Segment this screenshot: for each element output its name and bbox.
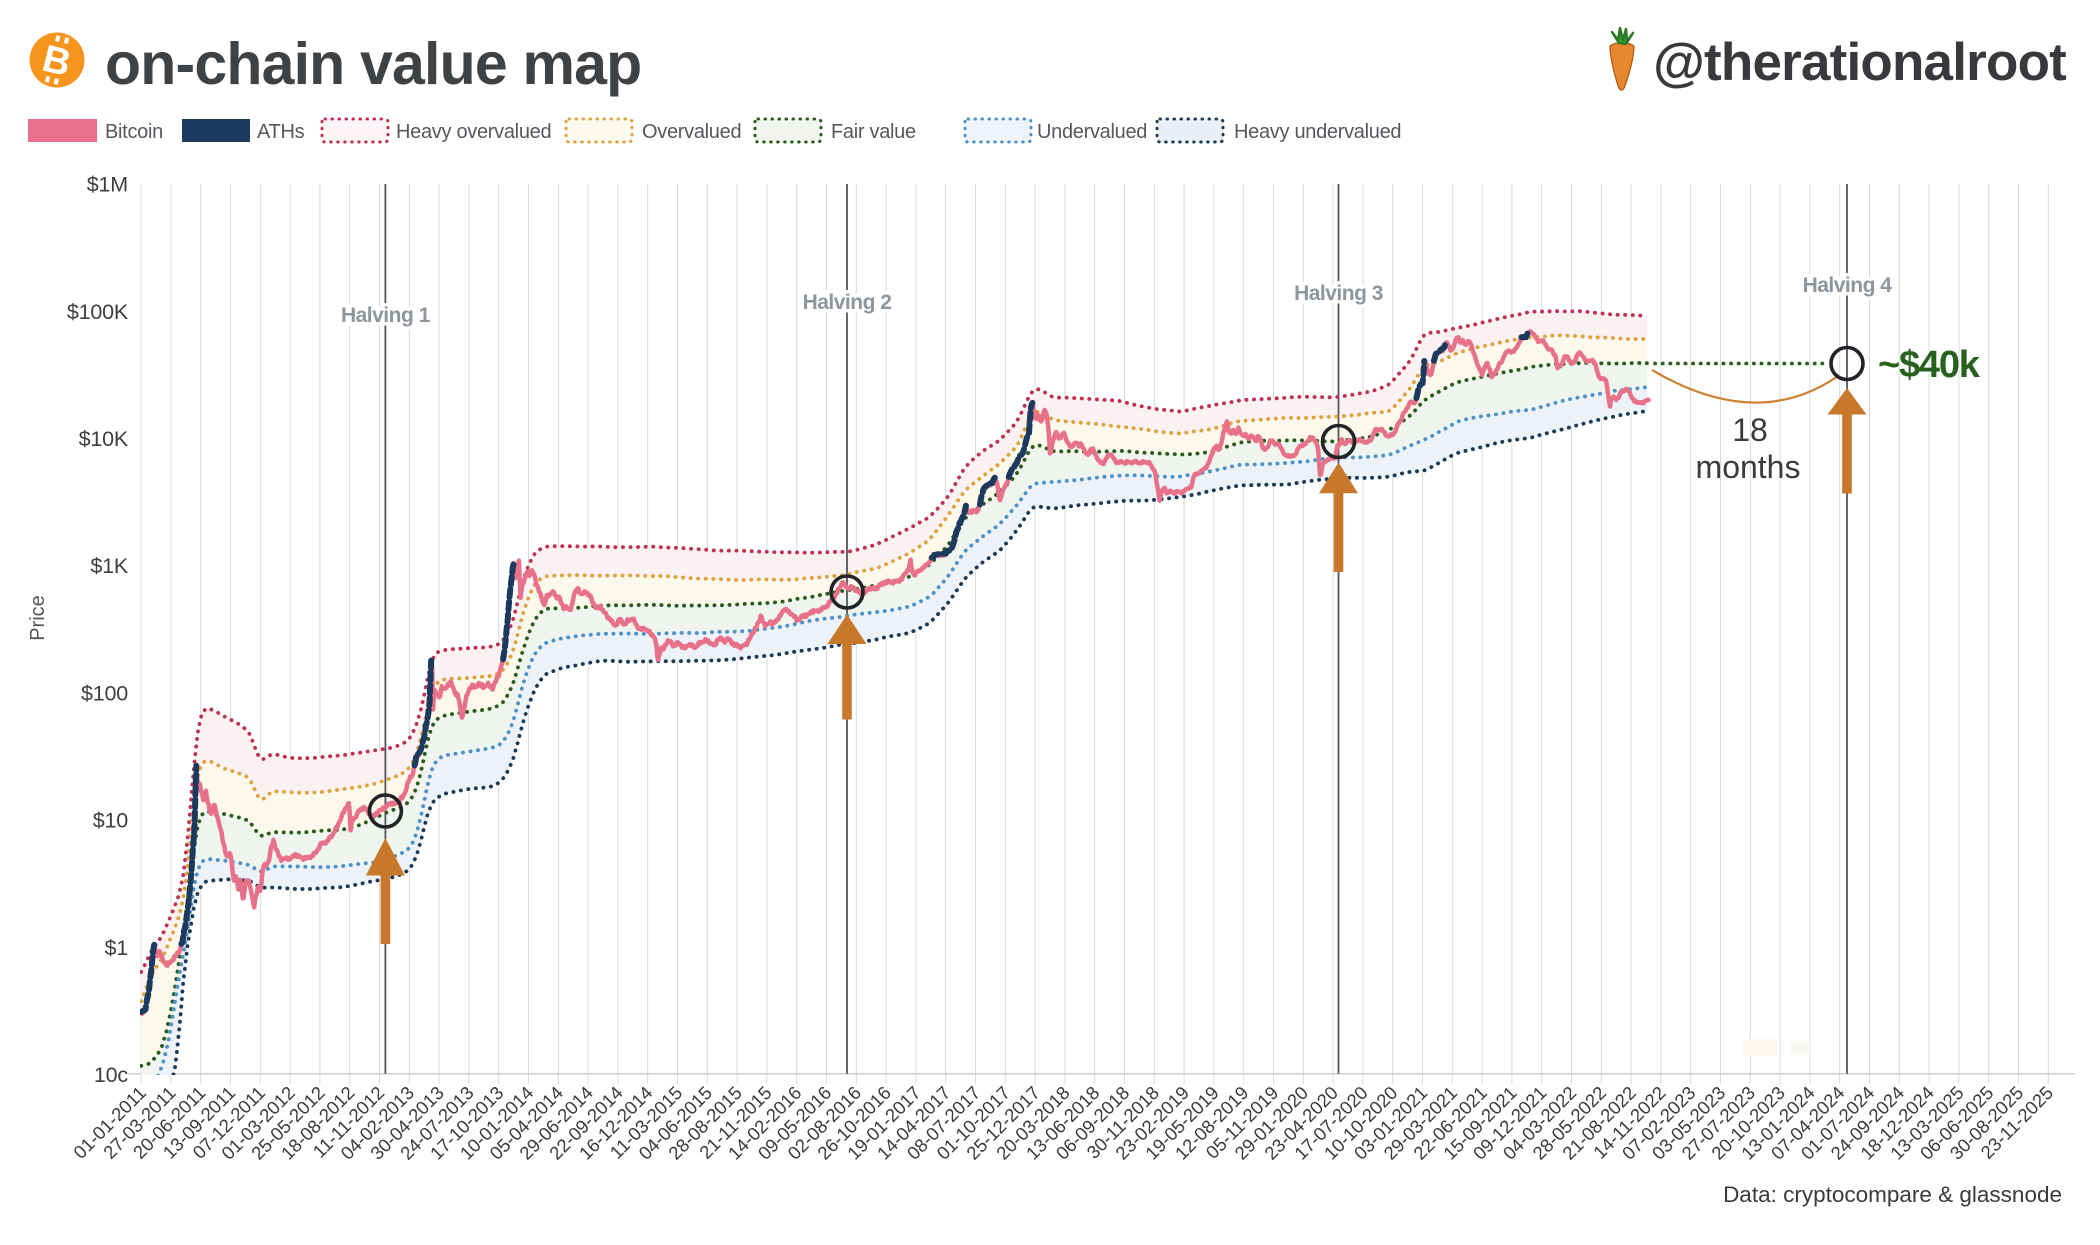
svg-text:$1K: $1K [90,554,129,578]
svg-text:Halving 2: Halving 2 [803,291,892,314]
svg-text:Price: Price [27,595,49,641]
svg-text:$100K: $100K [67,300,129,324]
svg-text:ATHs: ATHs [257,121,305,143]
svg-text:Fair value: Fair value [831,121,916,143]
svg-text:Halving 3: Halving 3 [1294,282,1383,305]
svg-text:Heavy undervalued: Heavy undervalued [1234,121,1401,143]
svg-text:$10K: $10K [79,427,129,451]
svg-text:Bitcoin: Bitcoin [105,121,163,143]
svg-text:$1M: $1M [87,173,128,197]
svg-text:Heavy overvalued: Heavy overvalued [396,121,551,143]
svg-text:@therationalroot: @therationalroot [1653,33,2066,92]
svg-text:~$40k: ~$40k [1878,344,1981,386]
svg-text:Overvalued: Overvalued [642,121,741,143]
svg-text:Data: cryptocompare & glassnod: Data: cryptocompare & glassnode [1723,1182,2062,1207]
svg-text:Undervalued: Undervalued [1037,121,1147,143]
svg-text:18: 18 [1732,412,1768,448]
svg-text:months: months [1696,449,1801,485]
svg-text:$10: $10 [93,809,129,833]
svg-text:on-chain value map: on-chain value map [105,31,641,97]
svg-text:10c: 10c [94,1063,129,1087]
svg-text:Halving 1: Halving 1 [341,304,431,327]
svg-text:$1: $1 [104,936,128,960]
svg-text:$100: $100 [81,681,128,705]
svg-text:Halving 4: Halving 4 [1803,274,1893,297]
